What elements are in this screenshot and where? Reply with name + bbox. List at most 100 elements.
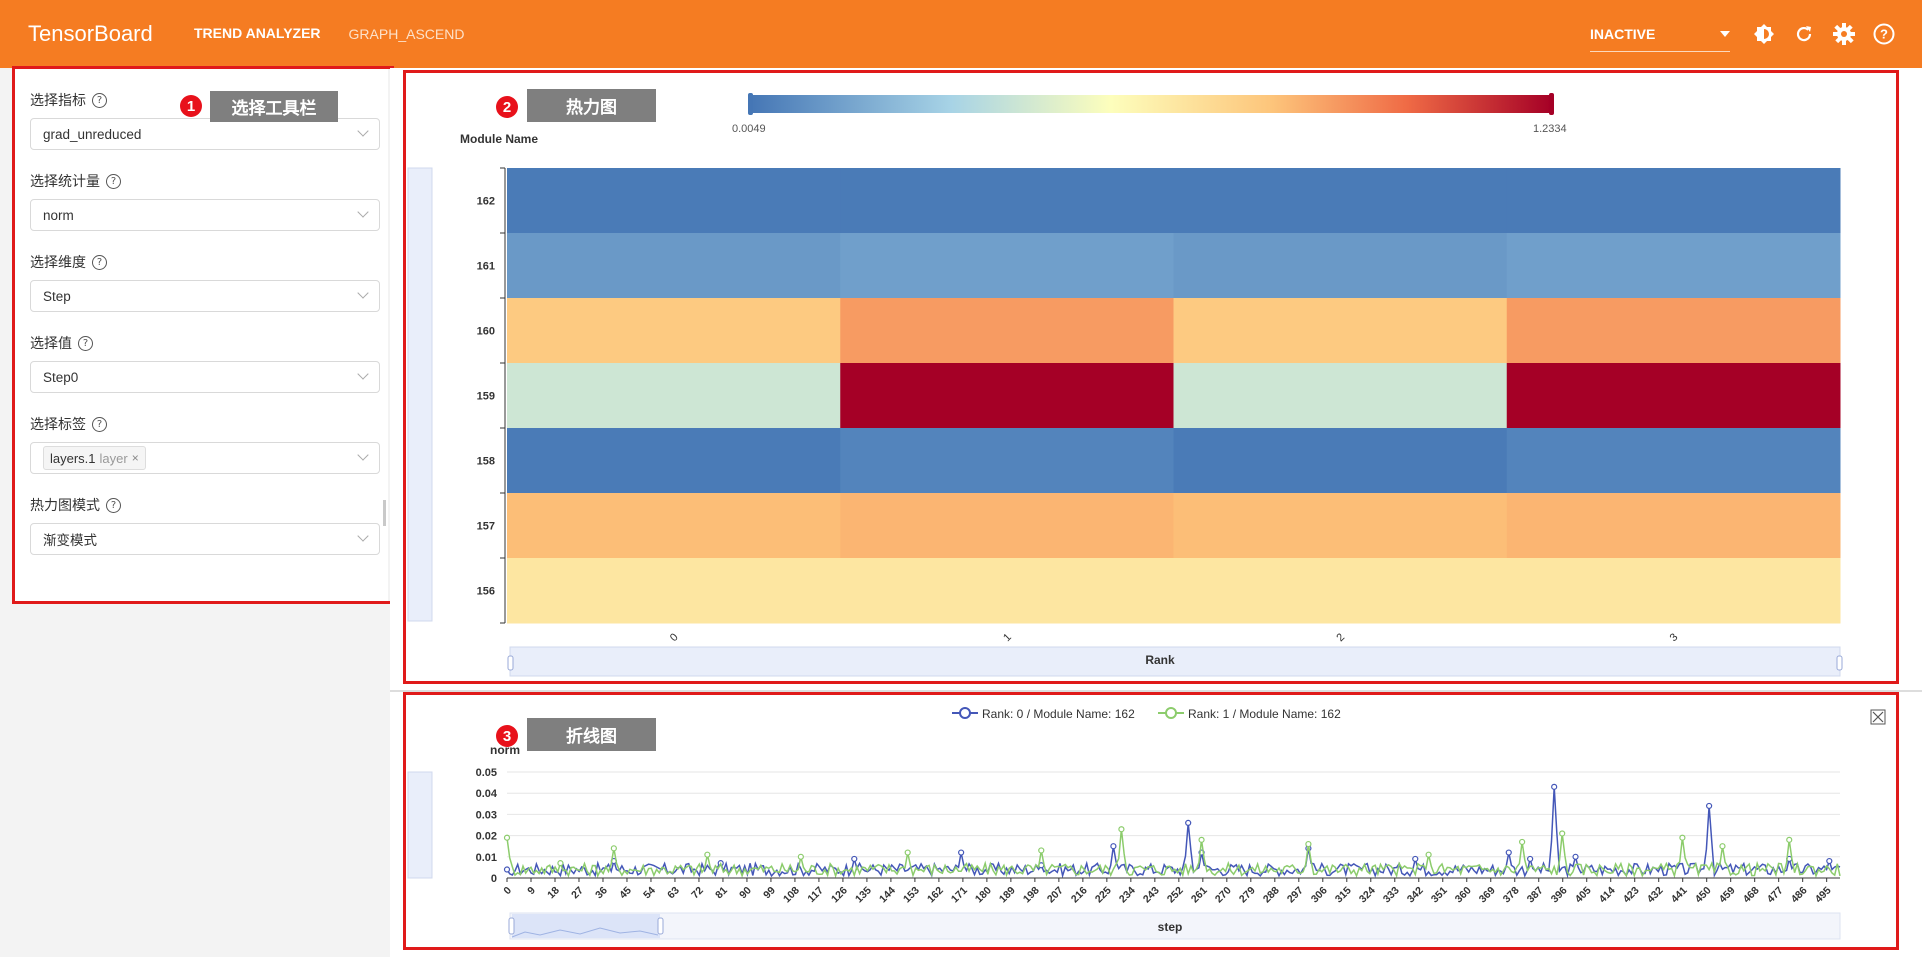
series-point[interactable] bbox=[1527, 855, 1534, 863]
x-tick-label: 459 bbox=[1717, 884, 1738, 905]
x-zoom-left-handle[interactable] bbox=[507, 655, 514, 671]
legend[interactable]: Rank: 0 / Module Name: 162 Rank: 1 / Mod… bbox=[952, 707, 1341, 721]
line-x-zoom-left-handle[interactable] bbox=[508, 917, 515, 935]
heatmap-cell[interactable] bbox=[1173, 558, 1508, 624]
sidebar-scrollbar[interactable] bbox=[383, 500, 386, 526]
series-point[interactable] bbox=[557, 860, 564, 867]
theme-icon[interactable] bbox=[1744, 14, 1784, 54]
x-tick-label: 63 bbox=[665, 884, 682, 901]
line-y-zoom-slider[interactable] bbox=[407, 771, 433, 879]
series-point[interactable] bbox=[503, 866, 511, 873]
series-point[interactable] bbox=[958, 849, 965, 856]
statistic-select[interactable]: norm bbox=[30, 199, 380, 231]
heatmap-cell[interactable] bbox=[840, 558, 1174, 624]
help-circle-icon[interactable]: ? bbox=[92, 416, 107, 432]
metric-select[interactable]: grad_unreduced bbox=[30, 118, 380, 150]
heatmap-cell[interactable] bbox=[840, 233, 1174, 299]
series-point[interactable] bbox=[1305, 840, 1312, 848]
series-point[interactable] bbox=[1551, 783, 1558, 790]
close-icon[interactable]: × bbox=[131, 451, 139, 465]
series-point[interactable] bbox=[1559, 830, 1566, 837]
heatmap-cell[interactable] bbox=[840, 363, 1174, 429]
help-circle-icon[interactable]: ? bbox=[106, 497, 121, 513]
x-tick-label: 135 bbox=[853, 884, 874, 905]
heatmap-cell[interactable] bbox=[507, 233, 841, 299]
heatmap-cell[interactable] bbox=[1173, 428, 1508, 494]
tab-graph-ascend[interactable]: GRAPH_ASCEND bbox=[348, 26, 465, 42]
line-x-zoom-slider[interactable] bbox=[509, 912, 1841, 940]
heatmap-cell[interactable] bbox=[1173, 363, 1508, 429]
heatmap-cell[interactable] bbox=[1506, 558, 1841, 624]
legend-item-rank0[interactable]: Rank: 0 / Module Name: 162 bbox=[982, 707, 1135, 721]
heatmap-cell[interactable] bbox=[1506, 428, 1841, 494]
x-zoom-slider[interactable] bbox=[509, 646, 1841, 677]
help-circle-icon[interactable]: ? bbox=[92, 254, 107, 270]
series-point[interactable] bbox=[1826, 857, 1833, 865]
dimension-select[interactable]: Step bbox=[30, 280, 380, 312]
metric-label: 选择指标? bbox=[30, 90, 107, 110]
series-point[interactable] bbox=[1425, 851, 1432, 858]
visual-map-min-handle[interactable] bbox=[748, 93, 753, 115]
series-point[interactable] bbox=[1412, 855, 1419, 863]
heatmap-cell[interactable] bbox=[840, 298, 1174, 364]
x-zoom-right-handle[interactable] bbox=[1836, 655, 1843, 671]
series-point[interactable] bbox=[1679, 834, 1686, 841]
run-select[interactable]: INACTIVE bbox=[1590, 16, 1730, 52]
heatmap-cell[interactable] bbox=[1173, 298, 1508, 364]
series-point[interactable] bbox=[851, 855, 858, 863]
tag-select[interactable]: layers.1 layer × bbox=[30, 442, 380, 474]
series-point[interactable] bbox=[1038, 847, 1045, 854]
series-line-rank1[interactable] bbox=[506, 829, 1841, 879]
visual-map-max-handle[interactable] bbox=[1549, 93, 1554, 115]
help-icon[interactable]: ? bbox=[1864, 14, 1904, 54]
heatmap-cell[interactable] bbox=[1506, 363, 1841, 429]
heatmap-cell[interactable] bbox=[840, 428, 1174, 494]
heatmap-cell[interactable] bbox=[1173, 233, 1508, 299]
series-point[interactable] bbox=[1786, 836, 1793, 843]
tab-trend-analyzer[interactable]: TREND ANALYZER bbox=[182, 0, 333, 68]
heatmap-cell[interactable] bbox=[507, 168, 841, 234]
heatmap-mode-select[interactable]: 渐变模式 bbox=[30, 523, 380, 555]
heatmap-cell[interactable] bbox=[507, 428, 841, 494]
series-point[interactable] bbox=[704, 851, 711, 858]
series-point[interactable] bbox=[610, 845, 617, 852]
heatmap-cell[interactable] bbox=[1506, 233, 1841, 299]
heatmap-cell[interactable] bbox=[840, 493, 1174, 559]
series-point[interactable] bbox=[1118, 826, 1125, 833]
heatmap-cell[interactable] bbox=[1506, 168, 1841, 234]
help-circle-icon[interactable]: ? bbox=[78, 335, 93, 351]
refresh-icon[interactable] bbox=[1784, 14, 1824, 54]
help-circle-icon[interactable]: ? bbox=[92, 92, 107, 108]
series-line-rank0[interactable] bbox=[506, 786, 1841, 879]
heatmap-cell[interactable] bbox=[840, 168, 1174, 234]
series-point[interactable] bbox=[1110, 843, 1117, 850]
settings-icon[interactable] bbox=[1824, 14, 1864, 54]
value-select[interactable]: Step0 bbox=[30, 361, 380, 393]
heatmap-cell[interactable] bbox=[1173, 168, 1508, 234]
help-circle-icon[interactable]: ? bbox=[106, 173, 121, 189]
series-point[interactable] bbox=[1706, 802, 1713, 810]
heatmap-cell[interactable] bbox=[507, 493, 841, 559]
line-x-zoom-window[interactable] bbox=[512, 914, 660, 938]
series-point[interactable] bbox=[1185, 819, 1192, 826]
heatmap-cell[interactable] bbox=[1506, 493, 1841, 559]
x-tick-label: 405 bbox=[1573, 884, 1594, 905]
legend-item-rank1[interactable]: Rank: 1 / Module Name: 162 bbox=[1188, 707, 1341, 721]
x-tick-label: 387 bbox=[1525, 884, 1546, 905]
series-point[interactable] bbox=[1719, 843, 1726, 850]
series-point[interactable] bbox=[904, 849, 911, 856]
series-point[interactable] bbox=[1505, 849, 1512, 856]
heatmap-cell[interactable] bbox=[507, 298, 841, 364]
heatmap-cell[interactable] bbox=[507, 363, 841, 429]
heatmap-cell[interactable] bbox=[1506, 298, 1841, 364]
series-point[interactable] bbox=[1519, 838, 1526, 846]
heatmap-cell[interactable] bbox=[1173, 493, 1508, 559]
close-icon[interactable] bbox=[1870, 709, 1886, 725]
line-x-zoom-right-handle[interactable] bbox=[657, 917, 664, 935]
heatmap-cell[interactable] bbox=[507, 558, 841, 624]
series-point[interactable] bbox=[1198, 836, 1205, 843]
y-zoom-slider[interactable] bbox=[407, 167, 433, 622]
series-point[interactable] bbox=[797, 853, 804, 860]
series-point[interactable] bbox=[1572, 853, 1579, 860]
series-point[interactable] bbox=[503, 834, 511, 841]
